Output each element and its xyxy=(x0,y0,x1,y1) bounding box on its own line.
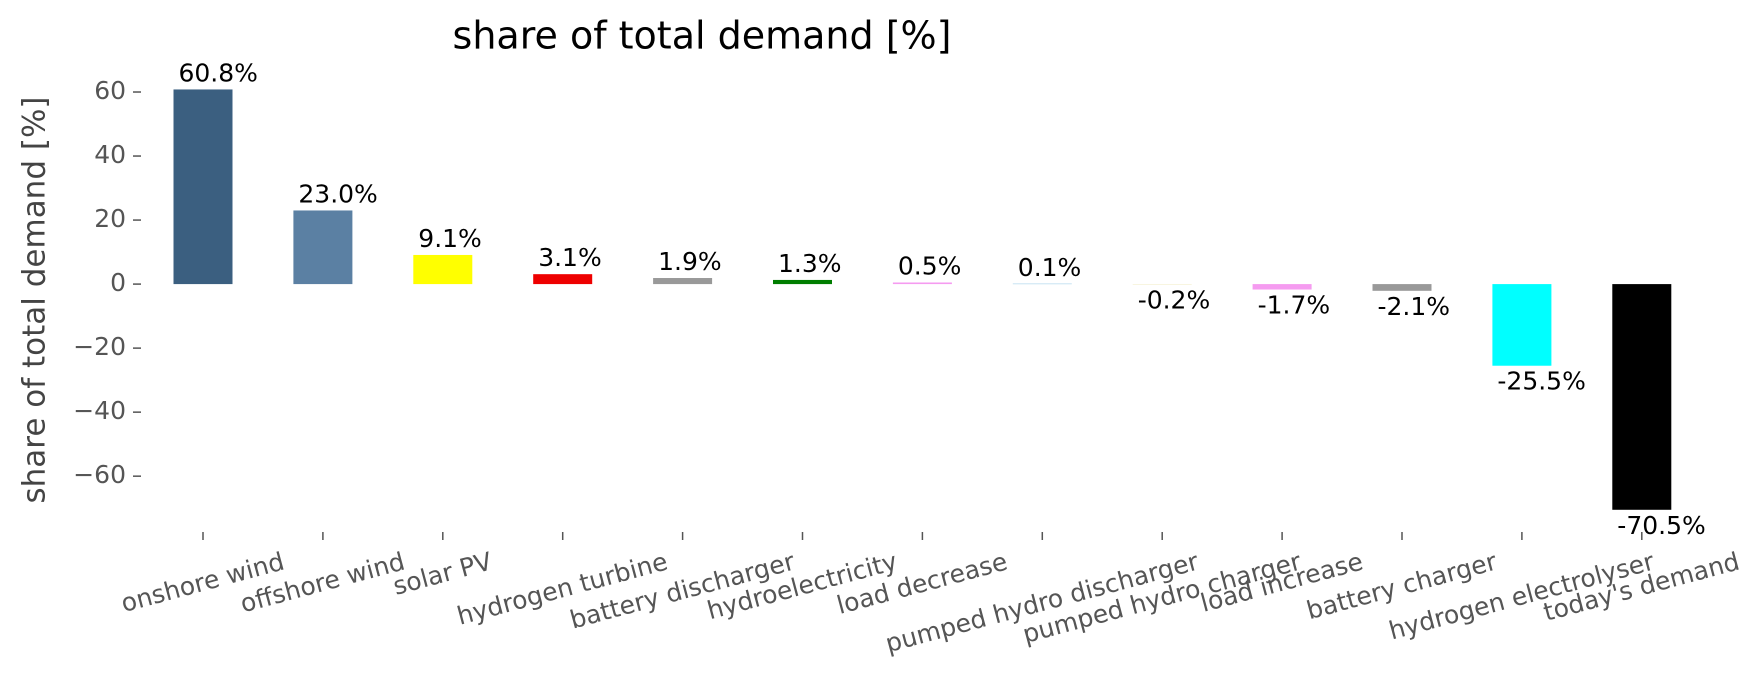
bar xyxy=(1612,284,1672,510)
value-label: -0.2% xyxy=(1138,286,1211,315)
y-tick-label: 20 xyxy=(94,204,126,233)
bar xyxy=(413,254,473,285)
bar xyxy=(1132,284,1192,285)
y-tick-label: −20 xyxy=(73,332,126,361)
y-tick-label: −60 xyxy=(73,460,126,489)
bar xyxy=(533,274,593,285)
bar xyxy=(1252,284,1312,290)
value-label: 1.3% xyxy=(778,249,842,278)
value-label: -70.5% xyxy=(1617,511,1705,540)
y-axis-label: share of total demand [%] xyxy=(17,96,53,503)
bar xyxy=(293,210,353,285)
bar xyxy=(773,279,832,285)
value-label: 23.0% xyxy=(298,179,377,208)
y-tick-label: 60 xyxy=(94,76,126,105)
x-tick-label: solar PV xyxy=(390,547,495,601)
bar xyxy=(1492,284,1552,366)
y-tick-label: 0 xyxy=(110,268,126,297)
bar xyxy=(653,278,713,285)
value-label: 0.5% xyxy=(898,251,962,280)
bar xyxy=(1372,284,1432,291)
value-label: 1.9% xyxy=(658,247,722,276)
value-label: -1.7% xyxy=(1258,291,1331,320)
value-label: 0.1% xyxy=(1018,253,1082,282)
y-tick-label: −40 xyxy=(73,396,126,425)
value-label: -2.1% xyxy=(1378,292,1451,321)
bar xyxy=(892,282,952,285)
value-label: -25.5% xyxy=(1497,367,1585,396)
chart-title: share of total demand [%] xyxy=(453,14,952,58)
value-label: 9.1% xyxy=(418,224,482,253)
y-tick-label: 40 xyxy=(94,140,126,169)
value-label: 60.8% xyxy=(179,58,258,87)
bar xyxy=(173,89,233,285)
value-label: 3.1% xyxy=(538,243,602,272)
